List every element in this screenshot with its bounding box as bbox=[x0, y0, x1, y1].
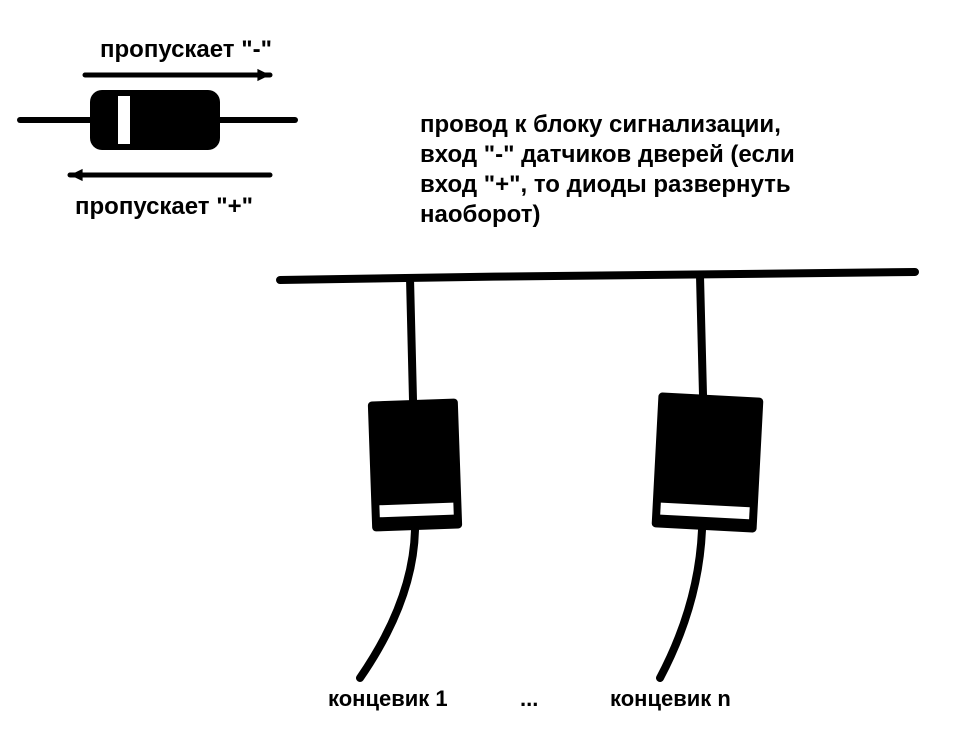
label-switch-n: концевик n bbox=[610, 685, 731, 713]
branch-n-drop bbox=[700, 276, 703, 395]
label-switch-1: концевик 1 bbox=[328, 685, 448, 713]
branch-n-diode bbox=[652, 392, 764, 532]
legend-diode-band bbox=[118, 96, 130, 144]
branch-n-tail bbox=[660, 530, 702, 678]
branch-1-diode bbox=[368, 398, 462, 531]
label-main-note: провод к блоку сигнализации, вход "-" да… bbox=[420, 110, 920, 230]
arrow-passes-plus-head bbox=[70, 169, 83, 181]
branch-1-tail bbox=[360, 530, 415, 678]
arrow-passes-minus-head bbox=[257, 69, 270, 81]
label-passes-minus: пропускает "-" bbox=[100, 35, 272, 65]
branch-1-drop bbox=[410, 278, 413, 400]
label-passes-plus: пропускает "+" bbox=[75, 192, 253, 222]
label-ellipsis: ... bbox=[520, 685, 538, 713]
legend-diode-body bbox=[90, 90, 220, 150]
bus-wire bbox=[280, 272, 915, 280]
